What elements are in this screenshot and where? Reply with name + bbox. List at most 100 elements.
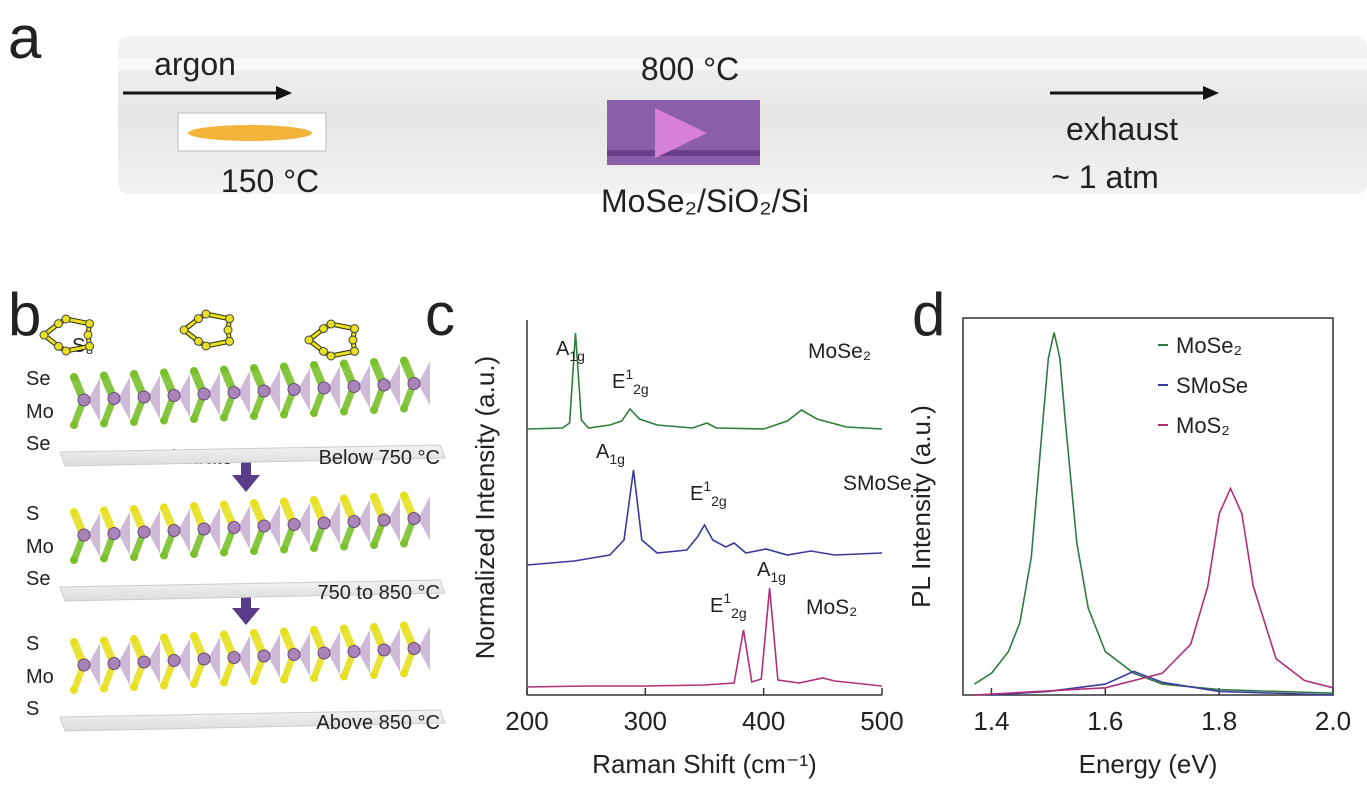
atom — [198, 388, 210, 400]
atom — [54, 342, 62, 350]
atom — [70, 638, 78, 646]
atom — [70, 421, 78, 429]
atom — [78, 659, 90, 671]
series-label: MoSe₂ — [808, 340, 871, 363]
atom — [327, 352, 335, 360]
atom — [310, 674, 318, 682]
atom — [130, 370, 138, 378]
atom — [340, 625, 348, 633]
atom — [190, 502, 198, 510]
molecule-ring — [184, 314, 230, 346]
atom — [370, 671, 378, 679]
atom — [40, 331, 48, 339]
atom — [310, 496, 318, 504]
atom — [198, 653, 210, 665]
atom — [258, 385, 270, 397]
gas-label: argon — [154, 46, 236, 82]
atom — [84, 331, 92, 339]
atom — [220, 549, 228, 557]
atom — [160, 369, 168, 377]
atom — [220, 679, 228, 687]
atom — [258, 520, 270, 532]
atom — [340, 360, 348, 368]
atom — [351, 325, 359, 333]
y-axis-label: PL Intensity (a.u.) — [906, 405, 936, 608]
peak-sub: 1g — [770, 569, 786, 585]
panel-letter: b — [8, 281, 41, 348]
layer-label: Se — [26, 568, 50, 590]
atom — [310, 361, 318, 369]
atom — [160, 634, 168, 642]
atom — [168, 525, 180, 537]
x-tick-label: 2.0 — [1315, 706, 1351, 736]
atom — [327, 320, 335, 328]
peak-base: E — [690, 483, 703, 505]
temp-label: 150 °C — [221, 163, 319, 199]
atom — [258, 650, 270, 662]
panel-a: a argon 800 °C exhaust ~ 1 atm 150 °C Mo… — [8, 4, 1367, 219]
x-tick-label: 500 — [860, 706, 903, 736]
atom — [370, 541, 378, 549]
atom — [288, 519, 300, 531]
atom — [400, 622, 408, 630]
plot-frame — [963, 318, 1333, 695]
atom — [348, 646, 360, 658]
atom — [78, 394, 90, 406]
atom — [70, 686, 78, 694]
atom — [250, 364, 258, 372]
atom — [100, 637, 108, 645]
atom — [400, 670, 408, 678]
atom — [160, 552, 168, 560]
series-label: SMoSe — [843, 472, 912, 495]
atom — [108, 528, 120, 540]
atom — [62, 347, 70, 355]
atom — [280, 411, 288, 419]
atom — [100, 555, 108, 563]
panel-letter: d — [912, 281, 945, 348]
atom — [190, 550, 198, 558]
atom — [288, 649, 300, 661]
atom — [310, 409, 318, 417]
condition-label: 750 to 850 °C — [317, 582, 440, 604]
peak-sup: 1 — [703, 478, 711, 494]
atom — [130, 553, 138, 561]
atom — [250, 412, 258, 420]
x-tick-label: 1.4 — [973, 706, 1009, 736]
atom — [190, 680, 198, 688]
peak-base: A — [757, 559, 771, 581]
peak-sub: 1g — [609, 451, 625, 467]
atom — [190, 367, 198, 375]
atom — [190, 632, 198, 640]
series-line — [974, 333, 1333, 694]
atom — [78, 529, 90, 541]
atom — [160, 682, 168, 690]
temp-label: 800 °C — [641, 51, 739, 87]
layer-label: Se — [26, 368, 50, 390]
atom — [228, 652, 240, 664]
atom — [280, 546, 288, 554]
atom — [226, 337, 234, 345]
atom — [280, 363, 288, 371]
legend-label: SMoSe — [1176, 373, 1248, 398]
substrate-label: MoSe₂/SiO₂/Si — [601, 183, 809, 219]
outlet-label: exhaust — [1066, 111, 1178, 147]
x-tick-label: 200 — [505, 706, 548, 736]
atom — [70, 556, 78, 564]
peak-label: A1g — [596, 441, 625, 467]
atom — [194, 337, 202, 345]
figure: a argon 800 °C exhaust ~ 1 atm 150 °C Mo… — [0, 0, 1367, 785]
peak-sup: 1 — [723, 590, 731, 606]
atom — [378, 514, 390, 526]
layer-label: S — [26, 698, 39, 720]
atom — [400, 540, 408, 548]
peak-base: E — [612, 371, 625, 393]
atom — [130, 683, 138, 691]
atom — [319, 325, 327, 333]
atom — [280, 628, 288, 636]
atom — [100, 507, 108, 515]
atom — [86, 320, 94, 328]
atom — [130, 635, 138, 643]
panel-letter: a — [8, 4, 42, 71]
legend-label: MoSe₂ — [1176, 333, 1242, 358]
layer-label: Mo — [26, 666, 54, 688]
